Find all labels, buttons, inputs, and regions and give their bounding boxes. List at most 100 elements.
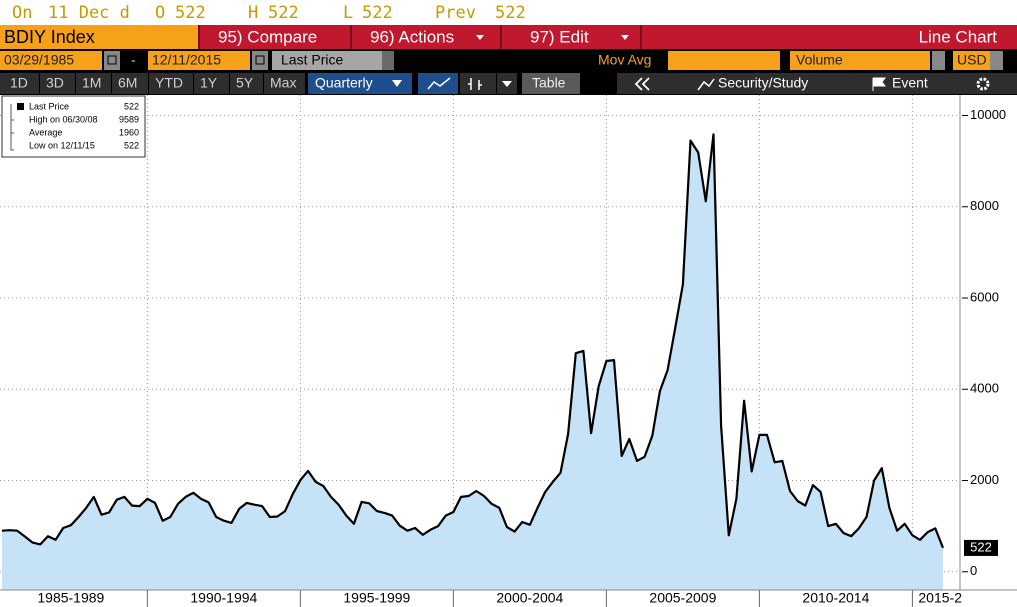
security-study[interactable]: Security/Study: [718, 75, 808, 91]
volume-field[interactable]: [790, 51, 930, 70]
y-tick-label: 2000: [970, 472, 999, 487]
legend-value: 522: [124, 101, 139, 111]
separator: [263, 73, 264, 94]
quote-value: 522: [495, 3, 526, 23]
study-icon: [697, 78, 715, 91]
dropdown-arrow: [502, 81, 512, 87]
separator: [111, 73, 112, 94]
compare-menu[interactable]: 95) Compare: [218, 27, 317, 46]
legend-stat-label: High on 06/30/08: [29, 114, 98, 124]
gear-icon[interactable]: [976, 77, 990, 91]
dropdown-button[interactable]: [990, 51, 1003, 70]
price-line: [1, 133, 945, 549]
dropdown-arrow: [621, 35, 629, 40]
period-group: [0, 73, 305, 94]
period-button[interactable]: 1M: [82, 75, 101, 91]
end-date: 12/11/2015: [152, 52, 221, 68]
ticker: BDIY Index: [4, 27, 95, 47]
chart: 1985-1989 1990-1994 1995-1999 2000-2004 2005…: [0, 95, 1017, 607]
currency-field[interactable]: [953, 51, 990, 70]
period-button[interactable]: 1D: [10, 75, 28, 91]
separator: [500, 25, 502, 49]
frequency-dropdown[interactable]: [308, 73, 412, 94]
chart-type[interactable]: Line Chart: [919, 27, 998, 46]
separator: [193, 73, 194, 94]
quote-label: Prev: [435, 3, 476, 23]
separator: [75, 73, 76, 94]
calendar-button[interactable]: [104, 51, 120, 70]
dropdown-button[interactable]: [382, 51, 394, 70]
last-value: 522: [970, 539, 992, 554]
x-tick-label: 1995-1999: [343, 590, 410, 606]
edit-menu[interactable]: 97) Edit: [530, 27, 589, 46]
calendar-icon: [107, 55, 117, 65]
separator: [148, 73, 149, 94]
dropdown-arrow: [476, 35, 484, 40]
separator: [198, 25, 200, 49]
dropdown-arrow: [392, 80, 402, 87]
end-date-field[interactable]: [148, 51, 250, 70]
x-tick-label: 1985-1989: [37, 590, 104, 606]
ticker-box[interactable]: [0, 25, 198, 49]
mov-avg-label: Mov Avg: [598, 52, 651, 68]
separator: [229, 73, 230, 94]
quote-label: L: [343, 3, 353, 23]
start-date: 03/29/1985: [4, 52, 74, 68]
start-date-field[interactable]: [0, 51, 102, 70]
x-tick-label: 2015-2: [918, 590, 962, 606]
mov-avg-field[interactable]: [668, 51, 780, 70]
quote-status: On: [12, 3, 32, 23]
actions-menu[interactable]: 96) Actions: [370, 27, 454, 46]
legend-label: Last Price: [29, 101, 69, 111]
bar-style-button[interactable]: [460, 73, 496, 94]
period-button[interactable]: 5Y: [236, 75, 254, 91]
table-button[interactable]: [522, 73, 580, 94]
legend-stat-label: Average: [29, 127, 62, 137]
bar-icon: [468, 78, 482, 90]
period-button[interactable]: 1Y: [200, 75, 218, 91]
frequency: Quarterly: [315, 75, 373, 91]
separator: [350, 25, 352, 49]
last-value-badge: [964, 539, 998, 556]
y-tick-label: 4000: [970, 381, 999, 396]
menu-bar: [198, 25, 1017, 49]
period-buttons: 1D 3D 1M 6M YTD 1Y 5Y Max: [10, 73, 296, 94]
field-dropdown[interactable]: [272, 51, 382, 70]
legend-stat-value: 1960: [119, 127, 139, 137]
field: Last Price: [281, 52, 343, 68]
quote-value: 522: [362, 3, 393, 23]
x-tick-label: 2005-2009: [649, 590, 716, 606]
dropdown-button[interactable]: [932, 51, 945, 70]
x-tick-label: 2000-2004: [496, 590, 563, 606]
event[interactable]: Event: [892, 75, 928, 91]
legend-box: [1, 95, 146, 158]
y-tick-label: 8000: [970, 198, 999, 213]
legend-stat-value: 522: [124, 140, 139, 150]
x-tick-label: 1990-1994: [190, 590, 257, 606]
date-separator: -: [131, 52, 136, 68]
quote-fields: O 522 H 522 L 522 Prev 522: [155, 3, 526, 23]
line-style-button[interactable]: [418, 73, 458, 94]
period-button[interactable]: YTD: [155, 75, 183, 91]
collapse-icon[interactable]: [634, 77, 650, 91]
quote-date: 11 Dec d: [48, 3, 130, 23]
period-button[interactable]: 3D: [46, 75, 64, 91]
legend-swatch: [17, 103, 24, 110]
area-fill: [2, 134, 943, 591]
quote-label: O: [155, 3, 165, 23]
period-button[interactable]: Max: [270, 75, 296, 91]
separator: [640, 25, 642, 49]
line-icon: [427, 77, 451, 90]
y-tick-label: 0: [970, 563, 977, 578]
period-button[interactable]: 6M: [118, 75, 137, 91]
study-bar: [617, 73, 1017, 94]
calendar-button[interactable]: [252, 51, 268, 70]
quote-label: H: [248, 3, 258, 23]
quote-value: 522: [175, 3, 206, 23]
table: Table: [532, 75, 566, 91]
flag-icon: [872, 77, 886, 91]
y-tick-label: 10000: [970, 107, 1006, 122]
x-tick-label: 2010-2014: [802, 590, 869, 606]
calendar-icon: [255, 55, 265, 65]
